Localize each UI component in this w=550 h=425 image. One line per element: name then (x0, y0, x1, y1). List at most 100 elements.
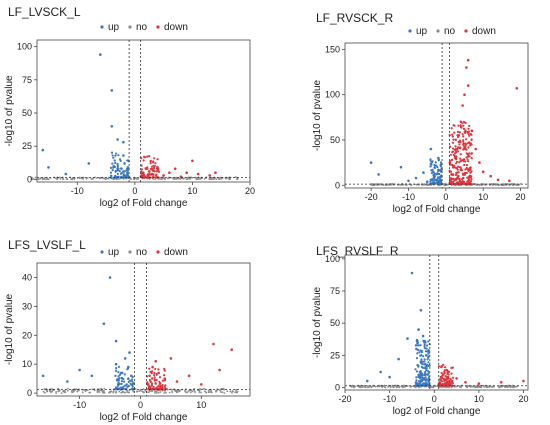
point-down (463, 163, 466, 167)
point-no (517, 184, 519, 186)
data-point-up (437, 156, 440, 160)
point-up (127, 384, 130, 387)
data-point-down (466, 58, 470, 62)
data-point-down (173, 167, 177, 170)
point-down (457, 174, 460, 177)
point-up (422, 382, 425, 385)
point-down (155, 379, 158, 382)
point-no (398, 183, 401, 186)
point-down (459, 146, 462, 150)
point-down (456, 130, 460, 133)
data-point-down (169, 357, 173, 360)
data-point-up (102, 322, 106, 326)
y-tick-label: 0 (27, 388, 32, 398)
data-point-down (465, 66, 468, 69)
chart-title: LF_RVSCK_R (316, 11, 393, 25)
point-no (70, 178, 73, 181)
point-down (450, 366, 453, 370)
point-down (453, 124, 456, 127)
point-up (420, 358, 423, 361)
data-point-down (470, 129, 474, 133)
x-tick-label: -10 (73, 400, 86, 410)
point-no (194, 391, 197, 393)
point-no (491, 385, 493, 388)
point-up (114, 154, 117, 157)
legend-label-up: up (108, 247, 120, 258)
point-down (447, 373, 450, 376)
point-up (115, 367, 118, 370)
data-point-down (466, 84, 470, 87)
point-up (416, 352, 419, 355)
point-up (415, 357, 419, 360)
point-up (425, 344, 429, 347)
point-up (122, 385, 125, 389)
point-up (429, 180, 432, 183)
data-point-down (200, 383, 203, 386)
point-no (173, 177, 176, 180)
point-down (455, 167, 458, 170)
point-no (220, 391, 223, 393)
y-tick-label: 100 (325, 90, 340, 100)
point-no (102, 390, 104, 393)
point-no (415, 183, 418, 186)
x-tick-label: -10 (402, 192, 415, 202)
point-up (418, 351, 421, 354)
point-up (123, 384, 126, 387)
point-no (49, 390, 52, 393)
point-no (70, 391, 73, 393)
point-down (455, 182, 458, 185)
point-no (165, 391, 167, 394)
x-tick-label: 20 (245, 186, 255, 196)
point-down (163, 374, 166, 377)
point-no (228, 177, 231, 180)
point-no (103, 392, 106, 394)
point-no (218, 178, 220, 181)
point-no (226, 177, 229, 179)
point-down (140, 164, 143, 167)
point-no (440, 386, 443, 388)
y-tick-label: 50 (22, 108, 32, 118)
point-up (423, 358, 426, 361)
volcano-panel-2: LF_RVSCK_Rup no down -20 -10 0 10 20 0 50 100 150 lo… (312, 11, 529, 215)
data-point-up (127, 377, 130, 381)
point-no (203, 177, 206, 180)
point-no (83, 389, 86, 391)
point-down (445, 382, 448, 385)
x-tick-label: 20 (516, 192, 526, 202)
y-tick-label: 30 (22, 301, 32, 311)
point-down (443, 371, 446, 375)
point-up (111, 169, 114, 172)
point-no (366, 386, 369, 389)
point-up (120, 167, 123, 170)
point-down (462, 139, 465, 142)
point-down (149, 380, 152, 383)
data-point-down (515, 87, 519, 90)
point-down (161, 379, 165, 382)
data-point-up (116, 167, 119, 170)
point-down (143, 176, 146, 179)
point-no (123, 391, 126, 394)
point-no (175, 390, 178, 393)
point-down (157, 368, 160, 371)
legend-marker-no (436, 29, 440, 33)
point-no (136, 390, 139, 393)
point-no (352, 386, 355, 389)
data-point-up (78, 368, 81, 372)
point-no (84, 390, 87, 393)
y-tick-label: 20 (22, 330, 32, 340)
point-no (423, 183, 426, 186)
point-down (451, 382, 454, 385)
point-no (173, 389, 176, 392)
point-no (46, 389, 48, 392)
point-down (468, 134, 471, 137)
data-point-down (474, 147, 478, 151)
point-up (426, 350, 429, 353)
point-down (461, 159, 464, 162)
point-no (168, 391, 171, 394)
x-tick-label: 0 (132, 186, 137, 196)
y-tick-label: 75 (330, 286, 340, 296)
point-no (129, 177, 131, 180)
y-tick-label: 0 (335, 382, 340, 392)
legend-label-down: down (164, 247, 188, 258)
point-up (414, 384, 417, 387)
